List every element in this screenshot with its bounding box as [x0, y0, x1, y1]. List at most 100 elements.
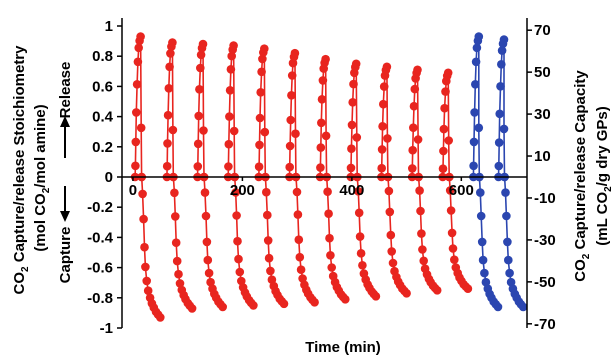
data-point	[432, 286, 442, 295]
data-point	[352, 133, 362, 142]
capture-arrow-icon	[60, 186, 70, 222]
data-point	[226, 65, 236, 74]
data-point	[499, 35, 509, 44]
data-point	[317, 95, 327, 104]
data-point	[138, 189, 147, 199]
data-point	[164, 84, 174, 93]
data-point	[163, 139, 172, 148]
data-point	[371, 292, 381, 301]
data-point	[477, 237, 487, 247]
data-point	[348, 98, 358, 107]
data-point	[196, 50, 206, 60]
data-point	[326, 251, 335, 260]
data-point	[418, 245, 427, 254]
data-point	[260, 127, 270, 137]
data-point	[134, 43, 143, 53]
x-axis-title: Time (min)	[305, 339, 381, 356]
data-point	[296, 265, 306, 275]
data-point	[494, 161, 504, 171]
data-point	[254, 162, 264, 171]
data-point	[439, 124, 449, 134]
left-y-tick-label: 0.2	[92, 139, 113, 156]
data-point	[285, 162, 295, 172]
right-y-axis-title-line2: (mL CO2/g dry GPs)	[594, 106, 614, 246]
data-point	[358, 261, 367, 270]
data-point	[131, 137, 141, 147]
data-point	[168, 38, 177, 47]
right-y-tick-label: 50	[534, 64, 551, 81]
data-point	[233, 236, 242, 246]
data-point	[469, 137, 479, 147]
left-y-tick-label: 0.8	[92, 48, 113, 65]
x-tick-label: 400	[339, 182, 364, 199]
data-point	[384, 186, 394, 196]
data-point	[438, 164, 448, 173]
series-red	[130, 32, 473, 322]
data-point	[136, 123, 146, 133]
right-y-tick-label: 10	[534, 148, 551, 165]
data-point	[291, 129, 300, 138]
data-point	[409, 101, 419, 111]
series-blue-cycle-2-line	[497, 39, 524, 308]
data-point	[413, 65, 422, 75]
data-point	[142, 276, 151, 286]
data-point	[472, 43, 482, 53]
data-point	[349, 79, 358, 89]
data-point	[224, 162, 233, 171]
data-point	[518, 302, 528, 312]
left-y-axis-title-line1: CO2 Capture/release Stoichiometry	[11, 45, 31, 295]
left-y-tick-label: -1	[100, 320, 113, 337]
data-point	[446, 206, 456, 215]
x-tick-label: 600	[449, 182, 474, 199]
data-point	[201, 211, 211, 221]
data-point	[474, 123, 484, 133]
data-point	[225, 112, 234, 121]
right-y-axis-title-line1: CO2 Capture/release Capacity	[572, 70, 592, 282]
data-point	[497, 46, 507, 55]
data-point	[386, 230, 396, 240]
data-point	[196, 63, 205, 73]
data-point	[471, 80, 480, 89]
data-point	[346, 163, 356, 173]
data-point	[379, 82, 389, 91]
data-point	[266, 266, 275, 276]
data-point	[450, 255, 459, 264]
data-point	[294, 235, 304, 244]
data-point	[263, 210, 272, 220]
data-point	[316, 163, 325, 172]
data-point	[285, 141, 295, 151]
data-point	[503, 237, 512, 247]
data-point	[382, 62, 392, 72]
data-point	[377, 145, 387, 154]
data-point	[225, 86, 235, 95]
data-point	[227, 51, 236, 61]
release-arrow-icon	[60, 116, 70, 158]
left-y-tick-label: 1	[105, 18, 113, 35]
data-point	[136, 32, 145, 41]
data-point	[443, 68, 453, 78]
data-point	[162, 161, 172, 171]
data-point	[199, 126, 208, 135]
left-y-tick-label: 0.6	[92, 78, 113, 95]
data-point	[156, 313, 165, 322]
data-point	[387, 247, 397, 256]
data-point	[140, 242, 149, 252]
data-point	[286, 115, 296, 125]
data-point	[323, 187, 332, 196]
data-point	[262, 187, 271, 197]
data-point	[193, 162, 203, 171]
series-blue-cycle-1-line	[472, 36, 499, 308]
data-point	[419, 256, 429, 266]
data-point	[258, 54, 267, 64]
data-point	[203, 255, 213, 265]
left-y-tick-label: 0.4	[92, 109, 114, 126]
data-point	[413, 135, 423, 144]
data-point	[218, 302, 227, 312]
x-tick-label: 200	[230, 182, 255, 199]
data-point	[235, 267, 245, 277]
data-point	[408, 145, 418, 155]
capture-annotation: Capture	[57, 227, 74, 284]
data-point	[321, 131, 331, 141]
data-point	[187, 304, 197, 313]
data-point	[327, 263, 337, 272]
